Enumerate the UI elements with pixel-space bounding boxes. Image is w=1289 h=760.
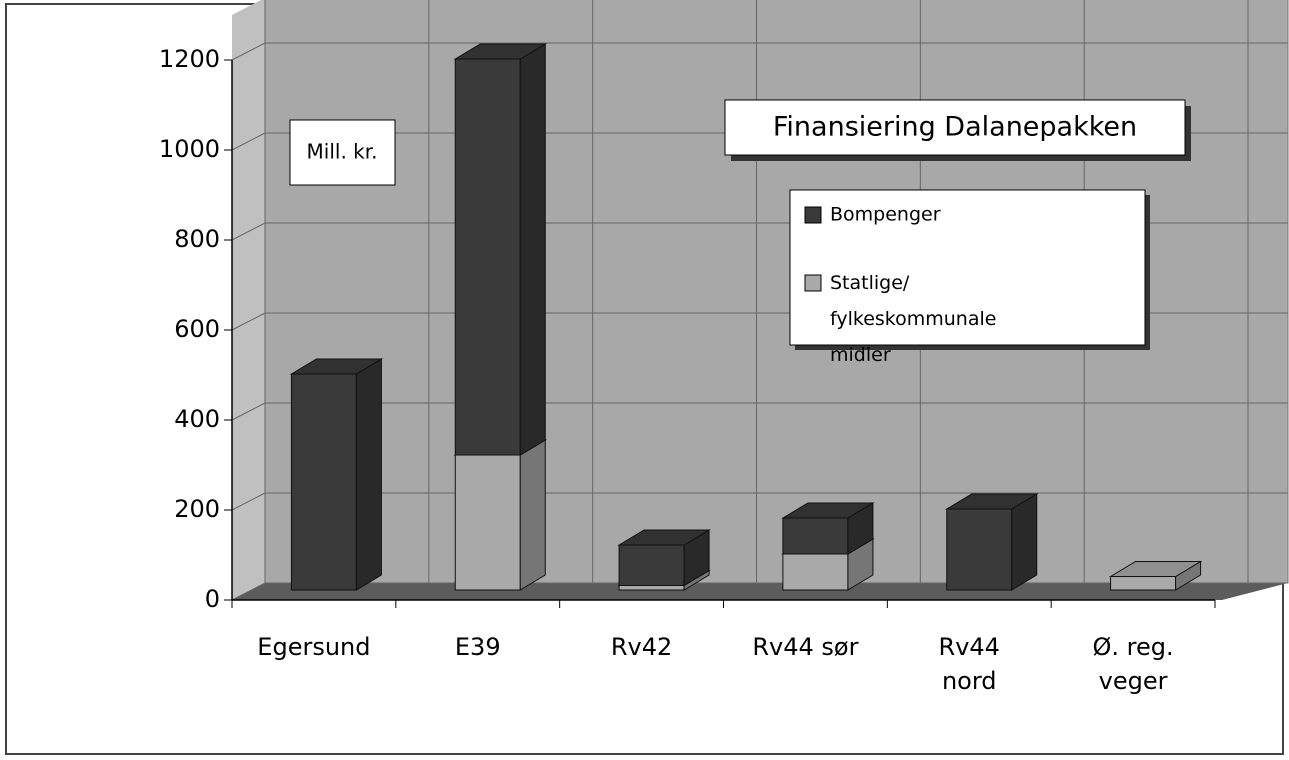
bar-front bbox=[782, 517, 849, 555]
ylabel-box bbox=[289, 119, 396, 186]
legend-swatch bbox=[804, 274, 822, 292]
x-tick-label: Rv44 sør bbox=[752, 633, 859, 661]
legend-label-line: fylkeskommunale bbox=[830, 308, 1003, 330]
y-tick-label: 600 bbox=[174, 315, 220, 343]
y-tick-label: 1200 bbox=[159, 45, 220, 73]
legend-swatch bbox=[804, 206, 822, 224]
bar-front bbox=[454, 454, 521, 591]
grid-line-side bbox=[231, 222, 266, 241]
y-axis-label: Mill. kr. bbox=[307, 140, 378, 164]
chart-title: Finansiering Dalanepakken bbox=[773, 112, 1137, 143]
bar-front bbox=[1110, 576, 1177, 591]
y-tick-label: 1000 bbox=[159, 135, 220, 163]
bar-front bbox=[946, 508, 1013, 591]
bar-front bbox=[290, 373, 357, 591]
bar-top bbox=[617, 529, 711, 546]
title-box bbox=[724, 99, 1186, 156]
x-tick-label: Rv42 bbox=[610, 633, 673, 661]
y-tick-label: 0 bbox=[205, 585, 220, 613]
bar-front bbox=[454, 58, 521, 456]
grid-line-side bbox=[231, 312, 266, 331]
side-wall bbox=[232, 0, 265, 600]
x-tick-label: Rv44 nord bbox=[938, 633, 1000, 695]
grid-line-side bbox=[231, 492, 266, 511]
legend-box bbox=[789, 189, 1146, 346]
bar-top bbox=[781, 502, 875, 519]
legend-label: Statlige/ fylkeskommunale midler bbox=[830, 272, 1003, 366]
bar-side bbox=[519, 439, 546, 591]
bar-side bbox=[355, 358, 382, 591]
bar-top bbox=[453, 43, 548, 60]
y-tick-label: 200 bbox=[174, 495, 220, 523]
grid-line-side bbox=[231, 132, 266, 151]
legend-label: Bompenger bbox=[830, 204, 941, 226]
y-tick-label: 400 bbox=[174, 405, 220, 433]
bar-top bbox=[1108, 561, 1203, 577]
x-tick-label: Egersund bbox=[257, 633, 371, 661]
x-tick-label: Ø. reg. veger bbox=[1092, 633, 1174, 695]
bar-side bbox=[519, 43, 546, 456]
bar-top bbox=[289, 358, 384, 375]
bar-top bbox=[944, 493, 1039, 510]
grid-line-side bbox=[231, 402, 266, 421]
x-tick-label: E39 bbox=[454, 633, 501, 661]
legend-label-line: midler bbox=[830, 344, 891, 366]
grid-line-side bbox=[231, 42, 266, 61]
legend-label-line: Statlige/ bbox=[830, 272, 915, 294]
grid-line-side bbox=[231, 582, 266, 601]
bar-front bbox=[618, 544, 685, 586]
y-tick-label: 800 bbox=[174, 225, 220, 253]
bar-front bbox=[782, 553, 849, 591]
bar-front bbox=[618, 585, 685, 591]
bar-side bbox=[1011, 493, 1038, 591]
